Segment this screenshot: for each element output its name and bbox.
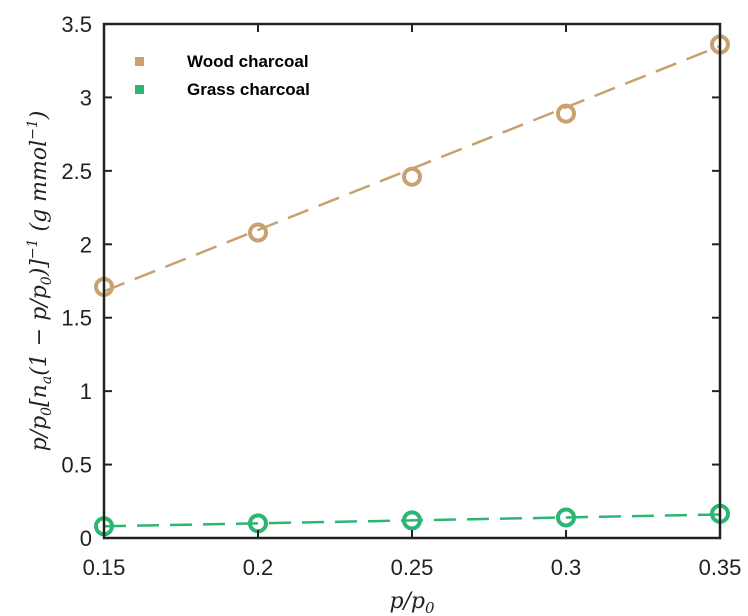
y-tick-label: 2.5 <box>61 159 92 184</box>
data-point <box>402 166 422 187</box>
x-axis-label: p/p0 <box>389 589 435 616</box>
y-tick-label: 2 <box>80 232 92 257</box>
legend-marker <box>135 57 144 66</box>
legend-label: Wood charcoal <box>187 52 309 71</box>
plot-frame <box>102 22 722 540</box>
data-point <box>556 507 576 528</box>
fit-line-series-1 <box>103 513 721 528</box>
plot-area <box>104 24 720 538</box>
y-tick-label: 1 <box>80 379 92 404</box>
y-tick-label: 3 <box>80 85 92 110</box>
legend-marker <box>135 85 144 94</box>
x-tick-label: 0.25 <box>391 555 434 580</box>
data-points-layer <box>94 34 730 537</box>
data-point <box>402 510 422 531</box>
y-tick-label: 0.5 <box>61 453 92 478</box>
x-tick-label: 0.3 <box>551 555 582 580</box>
x-tick-label: 0.2 <box>243 555 274 580</box>
y-tick-label: 0 <box>80 526 92 551</box>
y-axis-label: p/p0[na(1 − p/p0)]−1 (g mmol−1) <box>25 111 55 452</box>
data-point <box>248 222 268 243</box>
x-tick-label: 0.35 <box>699 555 742 580</box>
legend-label: Grass charcoal <box>187 80 310 99</box>
ticks-layer: 0.15 0.2 0.25 0.3 0.35 0 0.5 1 1.5 2 2.5 3 3.5 <box>61 12 741 580</box>
legend: Wood charcoal Grass charcoal <box>135 52 310 99</box>
x-tick-label: 0.15 <box>83 555 126 580</box>
y-tick-label: 3.5 <box>61 12 92 37</box>
data-point <box>556 103 576 124</box>
y-tick-label: 1.5 <box>61 306 92 331</box>
